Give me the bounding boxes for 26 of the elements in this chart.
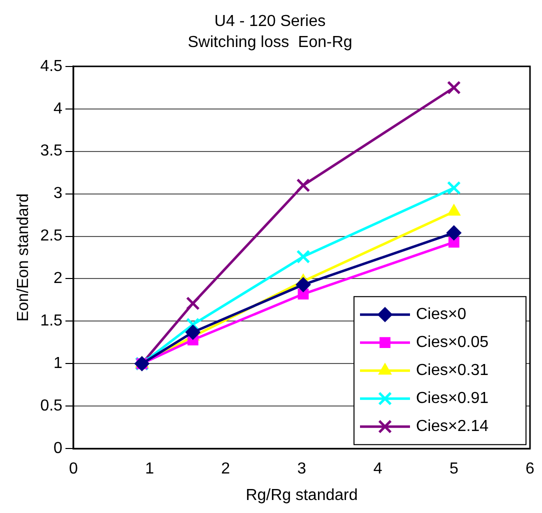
legend-label: Cies×0.05 xyxy=(416,334,489,352)
x-tick-label: 6 xyxy=(526,460,535,478)
x-tick-label: 1 xyxy=(145,460,154,478)
legend-label: Cies×0.91 xyxy=(416,390,489,408)
x-tick-label: 4 xyxy=(373,460,382,478)
y-axis-title: Eon/Eon standard xyxy=(15,193,32,322)
y-tick-label: 1 xyxy=(54,355,63,372)
chart-title: U4 - 120 Series xyxy=(214,13,326,30)
x-tick-label: 0 xyxy=(68,460,78,478)
x-axis-title: Rg/Rg standard xyxy=(246,486,358,504)
y-tick-label: 4.5 xyxy=(40,58,63,75)
y-tick-label: 2 xyxy=(54,270,63,288)
x-tick-label: 2 xyxy=(221,460,230,478)
x-tick-label: 5 xyxy=(449,460,458,478)
legend-label: Cies×0 xyxy=(416,306,466,324)
y-tick-label: 0.5 xyxy=(40,398,63,415)
x-tick-label: 3 xyxy=(297,460,306,478)
chart-subtitle: Switching loss Eon-Rg xyxy=(188,34,352,52)
y-tick-label: 3.5 xyxy=(40,142,63,160)
y-tick-label: 3 xyxy=(54,185,63,202)
y-tick-label: 2.5 xyxy=(40,228,63,245)
legend-label: Cies×2.14 xyxy=(416,418,489,436)
legend-label: Cies×0.31 xyxy=(416,362,489,380)
y-tick-label: 4 xyxy=(54,100,63,118)
y-tick-label: 1.5 xyxy=(40,312,63,330)
y-tick-label: 0 xyxy=(54,440,63,458)
